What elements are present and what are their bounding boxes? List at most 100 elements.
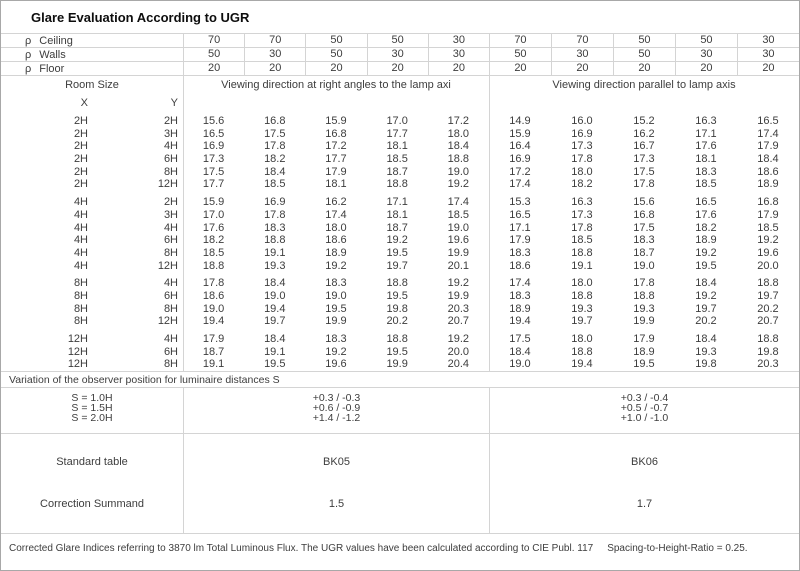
ugr-row-group: 8H 4H 17.8 18.4 18.3 18.8 19.2 17.4 18.0 17.8 18.4…	[1, 277, 799, 328]
ugr-value: 18.6	[202, 289, 225, 302]
reflectance-row-label: ρ Floor	[1, 63, 183, 75]
ugr-value: 19.9	[447, 289, 470, 302]
ugr-value: 18.9	[757, 178, 779, 191]
ugr-value: 18.1	[325, 178, 347, 191]
ugr-value: 19.3	[571, 302, 593, 315]
table-row: 12H 6H 18.7 19.1 19.2 19.5 20.0 18.4 18.8 18.9 19.…	[1, 346, 799, 359]
ugr-value: 19.1	[264, 246, 286, 259]
reflectance-value: 70	[488, 34, 551, 47]
ugr-value: 16.2	[325, 196, 347, 209]
ugr-value: 18.7	[386, 221, 408, 234]
ugr-value: 17.3	[571, 208, 593, 221]
ugr-value: 19.8	[695, 358, 717, 371]
spacing-correction-left: +0.3 / -0.3	[312, 392, 361, 404]
summary-labels-column: Standard table Correction Summand	[1, 434, 183, 533]
table-row: 4H 12H 18.8 19.3 19.2 19.7 20.1 18.6 19.1 19.0 19.…	[1, 260, 799, 273]
ugr-value: 19.2	[447, 333, 470, 345]
ugr-value: 17.4	[509, 277, 531, 290]
reflectance-surface-label: Ceiling	[39, 34, 73, 47]
ugr-value: 17.3	[202, 153, 225, 166]
ugr-value: 20.3	[447, 302, 470, 315]
ugr-value: 17.6	[695, 208, 717, 221]
rho-symbol: ρ	[25, 62, 32, 75]
ugr-value: 15.9	[509, 127, 531, 140]
ugr-value: 18.1	[695, 153, 717, 166]
ugr-value: 18.5	[757, 221, 779, 234]
room-size-y: 4H	[163, 140, 178, 153]
ugr-value: 20.1	[447, 259, 470, 272]
ugr-value: 18.3	[633, 234, 655, 247]
ugr-value: 15.9	[202, 196, 225, 209]
variation-note: Variation of the observer position for l…	[1, 371, 799, 388]
ugr-value: 18.3	[325, 333, 347, 345]
ugr-value: 18.5	[386, 153, 408, 166]
ugr-value: 17.8	[571, 221, 593, 234]
ugr-value: 19.5	[386, 289, 408, 302]
ugr-value: 19.0	[202, 302, 225, 315]
ugr-value: 16.3	[571, 196, 593, 209]
ugr-value: 18.2	[264, 153, 286, 166]
ugr-value: 15.9	[325, 115, 347, 127]
ugr-value: 18.3	[695, 165, 717, 178]
ugr-value: 20.3	[757, 358, 779, 371]
room-size-x: 8H	[73, 277, 88, 290]
ugr-value: 16.5	[757, 115, 779, 127]
ugr-value: 20.2	[695, 315, 717, 328]
footer-ratio-note: Spacing-to-Height-Ratio = 0.25.	[607, 543, 748, 554]
ugr-value: 16.3	[695, 115, 717, 127]
ugr-value: 18.3	[264, 221, 286, 234]
room-size-x: 4H	[73, 246, 88, 259]
ugr-value: 20.2	[386, 315, 408, 328]
reflectance-value: 20	[183, 62, 244, 75]
ugr-value: 18.4	[509, 345, 531, 358]
ugr-value: 18.6	[509, 259, 531, 272]
reflectance-value: 30	[674, 48, 737, 61]
ugr-value: 17.7	[202, 178, 225, 191]
spacing-label: S = 2.0H	[71, 412, 113, 424]
ugr-value: 19.1	[202, 358, 225, 371]
room-size-y: 8H	[163, 358, 178, 371]
room-size-y: 4H	[163, 221, 178, 234]
ugr-value: 16.0	[571, 115, 593, 127]
ugr-value: 18.3	[509, 289, 531, 302]
table-row: 2H 12H 17.7 18.5 18.1 18.8 19.2 17.4 18.2 17.8 18.…	[1, 178, 799, 191]
ugr-value: 19.2	[695, 289, 717, 302]
room-size-y: 8H	[163, 246, 178, 259]
ugr-value: 19.2	[695, 246, 717, 259]
spacing-correction-left: +1.4 / -1.2	[312, 412, 361, 424]
ugr-value: 18.1	[386, 208, 408, 221]
ugr-value: 14.9	[509, 115, 531, 127]
ugr-value: 17.4	[757, 127, 779, 140]
reflectance-value: 20	[244, 62, 305, 75]
ugr-value: 17.1	[509, 221, 531, 234]
room-size-x: 2H	[73, 127, 88, 140]
ugr-value: 19.3	[264, 259, 286, 272]
reflectance-value: 20	[366, 62, 428, 75]
ugr-value: 16.4	[509, 140, 531, 153]
ugr-value: 19.9	[633, 315, 655, 328]
ugr-value: 17.3	[633, 153, 655, 166]
ugr-value: 18.1	[386, 140, 408, 153]
ugr-value: 17.4	[447, 196, 470, 209]
ugr-value: 16.9	[571, 127, 593, 140]
ugr-value: 17.2	[447, 115, 470, 127]
room-size-x: 2H	[73, 153, 88, 166]
ugr-value: 16.9	[509, 153, 531, 166]
ugr-row-group: 4H 2H 15.9 16.9 16.2 17.1 17.4 15.3 16.3 15.6 16.5…	[1, 196, 799, 272]
ugr-value: 19.7	[695, 302, 717, 315]
reflectance-value: 30	[736, 48, 799, 61]
reflectance-value: 20	[488, 62, 551, 75]
ugr-value: 19.7	[571, 315, 593, 328]
ugr-value: 18.4	[695, 333, 717, 345]
left-section-title: Viewing direction at right angles to the…	[221, 79, 451, 91]
spacing-values-left: +0.3 / -0.3 +0.6 / -0.9 +1.4 / -1.2	[183, 388, 489, 433]
page-title: Glare Evaluation According to UGR	[1, 1, 799, 34]
reflectance-value: 20	[736, 62, 799, 75]
rho-symbol: ρ	[25, 34, 32, 47]
reflectance-value: 50	[366, 34, 428, 47]
ugr-value: 18.5	[695, 178, 717, 191]
ugr-value: 17.9	[202, 333, 225, 345]
reflectance-surface-label: Floor	[39, 62, 65, 75]
room-size-y: 3H	[163, 127, 178, 140]
reflectance-row: ρ Ceiling 70 70 50 50 30 70 70 50 50 30	[1, 34, 799, 48]
